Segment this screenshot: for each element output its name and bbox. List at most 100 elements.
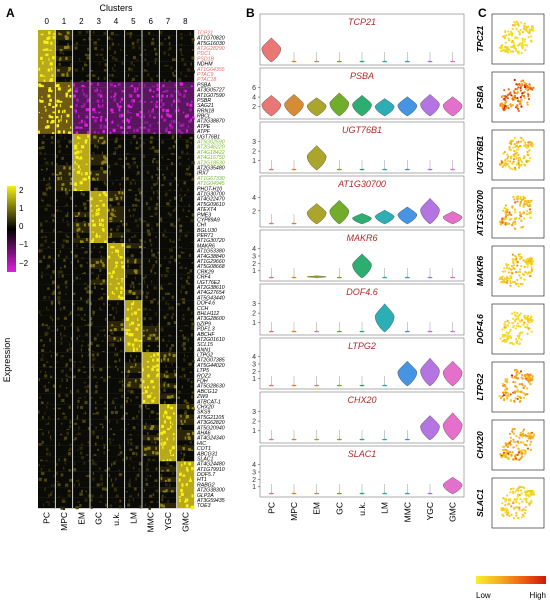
heatmap-speckle [117,302,119,306]
gene-label: ATPE [196,124,211,130]
heatmap-speckle [126,132,128,136]
heatmap-speckle [86,56,90,60]
heatmap-speckle [66,114,70,118]
heatmap-speckle [167,478,171,482]
heatmap-cell [142,227,160,233]
heatmap-speckle [163,315,167,320]
heatmap-cell [176,388,195,394]
heatmap-cell [90,30,108,36]
heatmap-cell [90,180,108,187]
heatmap-speckle [128,93,131,97]
heatmap-speckle [58,230,62,235]
heatmap-cell [124,118,143,124]
heatmap-speckle [60,176,63,180]
heatmap-cell [38,196,56,202]
heatmap-speckle [77,259,79,263]
heatmap-speckle [160,473,163,477]
heatmap-cell [176,414,195,420]
heatmap-speckle [110,228,113,232]
heatmap-cell [159,258,177,265]
tsne-legend-low: Low [476,591,491,600]
heatmap-cell [107,237,125,244]
heatmap-speckle [48,57,50,61]
heatmap-cell [38,30,56,36]
heatmap-speckle [169,199,171,203]
tsne-point [515,27,518,30]
tsne-point [528,495,531,498]
tsne-point [523,486,526,490]
heatmap-speckle [63,258,66,262]
gene-label: AT5G08668 [196,264,225,270]
gene-label: BHLH112 [197,311,219,317]
heatmap-speckle [110,31,114,35]
heatmap-speckle [102,104,104,108]
heatmap-speckle [171,316,173,320]
heatmap-cell [176,222,195,228]
tsne-point [521,455,524,458]
tsne-point [505,507,508,510]
heatmap-speckle [48,468,51,472]
heatmap-cell [142,476,160,483]
violin-tick-label: 3 [252,301,256,308]
heatmap-cell [90,123,108,129]
tsne-point [505,266,508,270]
heatmap-cell [159,175,177,181]
heatmap-cell [72,40,91,46]
heatmap-speckle [119,256,123,260]
violin-category-label: YGC [425,502,435,520]
tsne-point [510,505,513,508]
heatmap-speckle [90,321,94,325]
heatmap-speckle [112,152,117,156]
heatmap-speckle [131,451,136,455]
heatmap-cell [107,61,125,67]
heatmap-speckle [121,379,124,383]
heatmap-cell [90,144,108,150]
tsne-point [517,86,520,89]
tsne-point [515,148,519,151]
heatmap-speckle [70,126,72,130]
heatmap-speckle [46,452,49,456]
heatmap-speckle [160,442,163,446]
gene-label: PSD1B [197,56,215,62]
heatmap-speckle [52,173,57,177]
heatmap-speckle [49,315,52,320]
heatmap-speckle [66,72,69,76]
heatmap-speckle [103,407,107,411]
heatmap-cell [38,149,56,155]
heatmap-speckle [116,420,118,424]
heatmap-speckle [144,425,146,429]
tsne-point [514,255,517,258]
heatmap-speckle [159,31,162,35]
heatmap-speckle [134,260,137,264]
heatmap-speckle [96,233,98,237]
heatmap-cell [55,92,73,98]
heatmap-speckle [67,493,71,497]
heatmap-speckle [42,415,44,420]
tsne-point [527,376,530,379]
heatmap-speckle [163,118,167,122]
heatmap-cell [90,398,108,405]
tsne-point [504,270,507,273]
heatmap-cell [107,87,125,93]
heatmap-cell [142,66,160,72]
heatmap-speckle [101,151,104,155]
heatmap-speckle [79,57,81,61]
gene-label: bZIP9 [197,321,211,327]
heatmap-cell [90,118,108,124]
tsne-point [513,166,517,170]
heatmap-speckle [184,436,187,440]
heatmap-speckle [104,183,108,187]
heatmap-speckle [136,171,140,175]
heatmap-speckle [185,483,188,487]
heatmap-speckle [42,353,44,357]
heatmap-speckle [168,395,171,399]
tsne-point [505,213,508,216]
heatmap-speckle [173,225,176,229]
tsne-point [527,97,531,101]
tsne-point [509,281,512,285]
heatmap-speckle [120,196,123,200]
gene-label: AT5G20940 [196,425,225,431]
heatmap-cell [107,404,125,410]
heatmap-cell [55,175,73,181]
heatmap-speckle [115,249,118,253]
